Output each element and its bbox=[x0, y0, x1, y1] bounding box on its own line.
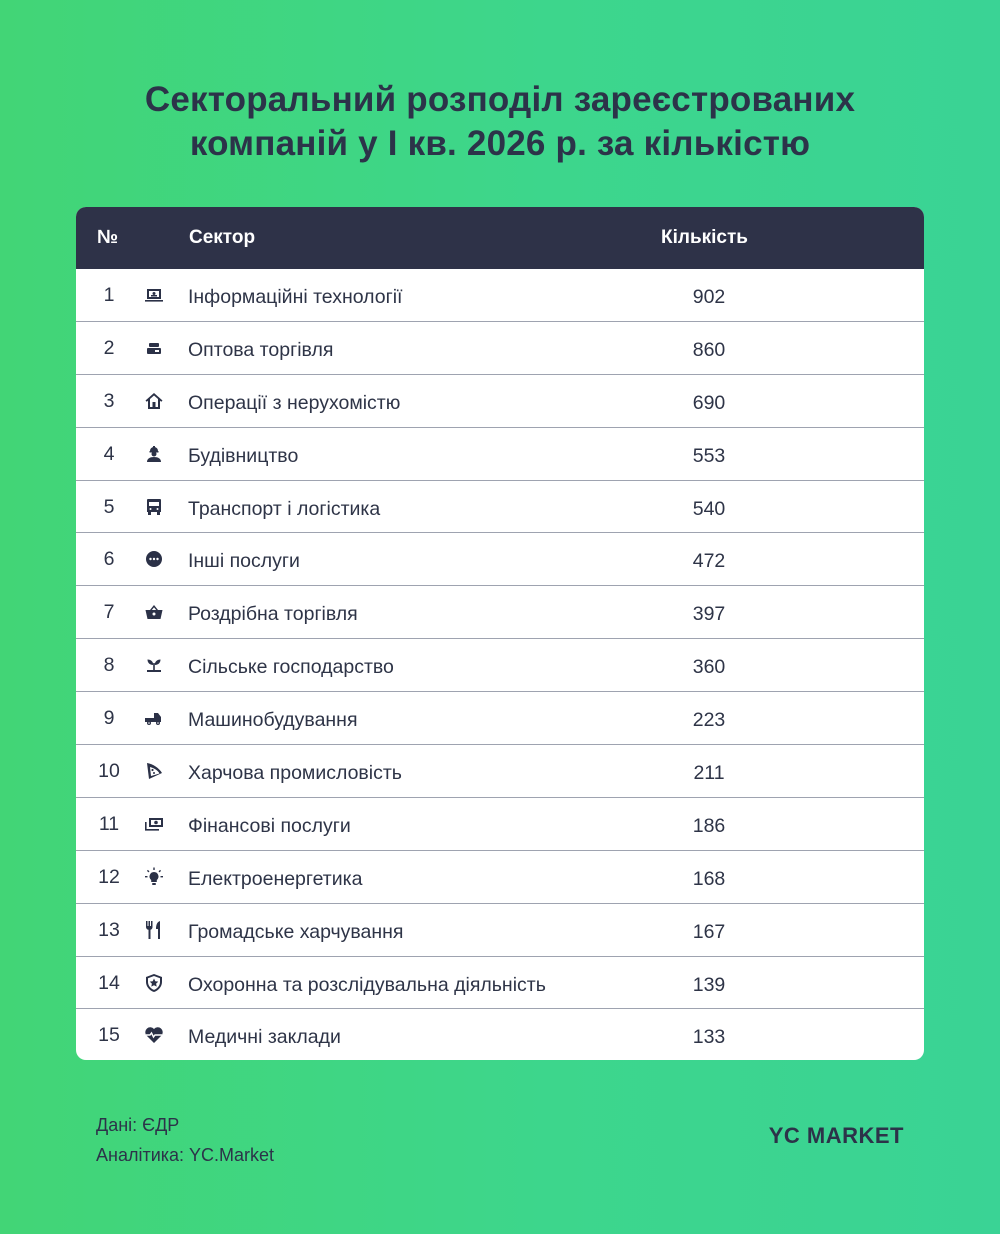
pizza-slice-icon bbox=[143, 761, 165, 781]
row-number: 9 bbox=[103, 707, 115, 730]
title-line-1: Секторальний розподіл зареєстрованих bbox=[144, 80, 856, 119]
row-count: 186 bbox=[692, 814, 726, 837]
row-count: 553 bbox=[692, 444, 726, 467]
utensils-icon bbox=[143, 920, 165, 940]
table-row: 15 Медичні заклади 133 bbox=[76, 1009, 924, 1060]
header-count: Кількість bbox=[661, 227, 748, 248]
row-sector: Будівництво bbox=[188, 444, 299, 467]
header-number: № bbox=[97, 227, 119, 248]
row-number: 14 bbox=[98, 971, 120, 994]
row-number: 3 bbox=[103, 389, 115, 412]
truck-icon bbox=[143, 708, 165, 728]
row-sector: Інформаційні технології bbox=[188, 286, 403, 308]
row-count: 397 bbox=[692, 603, 726, 626]
row-sector: Роздрібна торгівля bbox=[188, 603, 358, 626]
sector-table: № Сектор Кількість 1 Інформаційні техноло… bbox=[76, 207, 924, 1060]
title-line-2: компаній у I кв. 2026 р. за кількістю bbox=[189, 124, 811, 163]
row-count: 139 bbox=[692, 973, 726, 996]
row-sector: Оптова торгівля bbox=[188, 338, 334, 361]
row-sector: Інші послуги bbox=[188, 550, 300, 573]
boxes-icon bbox=[143, 338, 165, 358]
table-row: 13 Громадське харчування 167 bbox=[76, 904, 924, 957]
row-number: 12 bbox=[98, 865, 120, 888]
bus-icon bbox=[143, 497, 165, 517]
table-row: 2 Оптова торгівля 860 bbox=[76, 322, 924, 375]
table-row: 6 Інші послуги 472 bbox=[76, 533, 924, 587]
row-count: 360 bbox=[692, 656, 726, 679]
row-sector: Громадське харчування bbox=[188, 920, 404, 943]
row-count: 690 bbox=[692, 391, 726, 414]
row-sector: Медичні заклади bbox=[188, 1026, 341, 1049]
row-sector: Сільське господарство bbox=[188, 656, 394, 679]
table-body: 1 Інформаційні технології 902 2 Оптова торгі… bbox=[76, 269, 924, 1060]
ellipsis-circle-icon bbox=[143, 549, 165, 569]
page-title: Секторальний розподіл зареєстрованих ком… bbox=[0, 78, 1000, 166]
worker-icon bbox=[143, 444, 165, 464]
row-number: 7 bbox=[103, 601, 115, 624]
table-row: 4 Будівництво 553 bbox=[76, 428, 924, 481]
row-number: 13 bbox=[98, 918, 120, 941]
house-icon bbox=[143, 391, 165, 411]
row-sector: Машинобудування bbox=[188, 709, 358, 732]
row-count: 167 bbox=[692, 920, 726, 943]
row-number: 2 bbox=[103, 336, 115, 359]
row-number: 10 bbox=[98, 760, 120, 783]
table-row: 8 Сільське господарство 360 bbox=[76, 639, 924, 693]
table-row: 3 Операції з нерухомістю 690 bbox=[76, 375, 924, 428]
row-count: 902 bbox=[692, 286, 726, 308]
table-row: 5 Транспорт і логістика 540 bbox=[76, 481, 924, 534]
table-row: 14 Охоронна та розслідувальна діяльність 1… bbox=[76, 957, 924, 1010]
basket-icon bbox=[143, 602, 165, 622]
table-header: № Сектор Кількість bbox=[76, 207, 924, 269]
table-row: 12 Електроенергетика 168 bbox=[76, 851, 924, 904]
lightbulb-icon bbox=[143, 867, 165, 887]
row-count: 860 bbox=[692, 338, 726, 361]
table-row: 1 Інформаційні технології 902 bbox=[76, 269, 924, 322]
analytics-credit: Аналітика: YC.Market bbox=[96, 1145, 275, 1165]
brand-logo: YC MARKET bbox=[768, 1123, 904, 1148]
data-source: Дані: ЄДР bbox=[96, 1115, 180, 1135]
header-sector: Сектор bbox=[189, 227, 256, 248]
row-number: 4 bbox=[103, 442, 115, 465]
shield-star-icon bbox=[143, 973, 165, 993]
row-count: 223 bbox=[692, 709, 726, 732]
row-sector: Електроенергетика bbox=[188, 867, 363, 890]
row-number: 5 bbox=[103, 495, 115, 518]
footer-sources: Дані: ЄДР Аналітика: YC.Market bbox=[96, 1110, 274, 1170]
row-number: 15 bbox=[98, 1024, 120, 1047]
row-sector: Харчова промисловість bbox=[188, 762, 402, 785]
table-row: 7 Роздрібна торгівля 397 bbox=[76, 586, 924, 640]
row-sector: Фінансові послуги bbox=[188, 814, 351, 837]
row-count: 540 bbox=[692, 497, 726, 520]
row-sector: Охоронна та розслідувальна діяльність bbox=[188, 973, 546, 996]
row-number: 1 bbox=[103, 284, 115, 306]
laptop-icon bbox=[143, 285, 165, 305]
sprout-icon bbox=[143, 655, 165, 675]
row-count: 472 bbox=[692, 550, 726, 573]
table-row: 10 Харчова промисловість 211 bbox=[76, 745, 924, 798]
row-count: 168 bbox=[692, 867, 726, 890]
row-count: 211 bbox=[693, 762, 725, 785]
row-number: 6 bbox=[103, 548, 115, 571]
table-row: 11 Фінансові послуги 186 bbox=[76, 798, 924, 851]
row-sector: Транспорт і логістика bbox=[188, 497, 381, 520]
row-sector: Операції з нерухомістю bbox=[188, 391, 401, 414]
row-count: 133 bbox=[692, 1026, 726, 1049]
money-bill-icon bbox=[143, 814, 165, 834]
heart-pulse-icon bbox=[143, 1025, 165, 1045]
table-row: 9 Машинобудування 223 bbox=[76, 692, 924, 746]
row-number: 8 bbox=[103, 654, 115, 677]
row-number: 11 bbox=[98, 812, 120, 835]
